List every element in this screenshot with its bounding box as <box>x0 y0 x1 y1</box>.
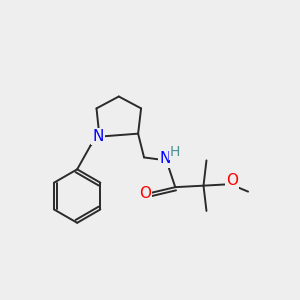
Text: N: N <box>159 152 170 166</box>
Text: N: N <box>92 129 104 144</box>
Text: H: H <box>170 145 181 159</box>
Text: O: O <box>139 186 151 201</box>
Text: O: O <box>226 173 238 188</box>
